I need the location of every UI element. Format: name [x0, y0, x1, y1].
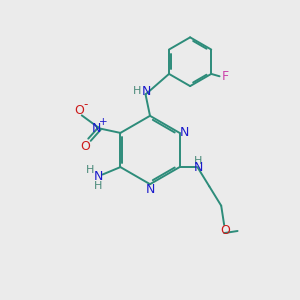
- Text: F: F: [222, 70, 229, 83]
- Text: O: O: [81, 140, 91, 153]
- Text: O: O: [74, 104, 84, 117]
- Text: N: N: [94, 169, 103, 182]
- Text: N: N: [180, 126, 189, 139]
- Text: H: H: [133, 86, 141, 96]
- Text: N: N: [193, 160, 203, 174]
- Text: H: H: [194, 156, 202, 166]
- Text: H: H: [86, 165, 94, 175]
- Text: -: -: [83, 98, 88, 111]
- Text: +: +: [99, 117, 107, 127]
- Text: N: N: [145, 183, 155, 196]
- Text: H: H: [94, 182, 103, 191]
- Text: N: N: [141, 85, 151, 98]
- Text: O: O: [220, 224, 230, 237]
- Text: N: N: [92, 122, 101, 135]
